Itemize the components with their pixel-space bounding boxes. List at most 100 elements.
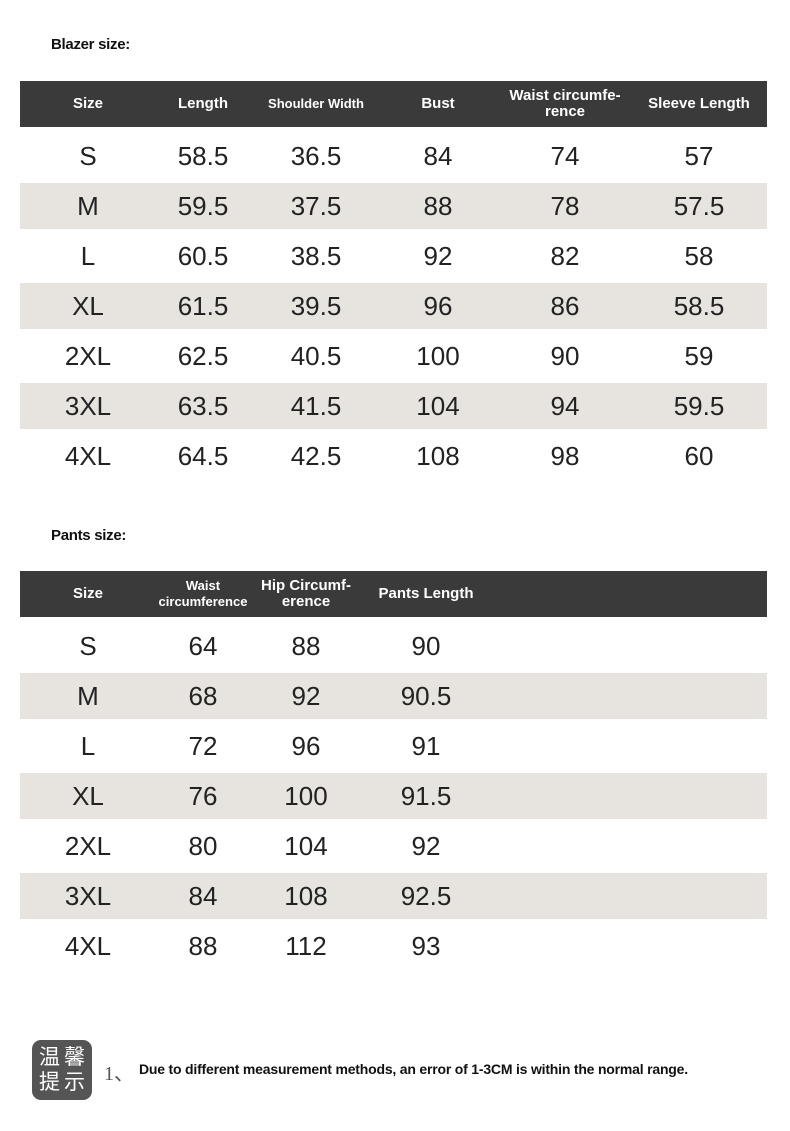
table-cell: 88 (291, 631, 321, 661)
table-cell: 4XL (64, 441, 112, 471)
table-cell: 86 (550, 291, 580, 321)
header-cell: Waist circumfe- rence (509, 87, 621, 120)
warm-tip-badge: 温 馨 提 示 (32, 1040, 92, 1100)
table-header: Size Length Shoulder Width Bust Waist circum… (20, 81, 767, 127)
table-header: Size Waist circumference Hip Circumf- eren… (20, 571, 767, 617)
table-cell: XL (72, 781, 104, 811)
table-cell: 108 (416, 441, 460, 471)
table-cell: 93 (411, 931, 441, 961)
table-cell: 63.5 (177, 391, 229, 421)
table-cell: 88 (188, 931, 218, 961)
table-cell: 88 (423, 191, 453, 221)
table-row: S 58.5 36.5 84 74 57 (20, 131, 767, 181)
table-cell: L (80, 241, 96, 271)
table-row: XL 76 100 91.5 (20, 771, 767, 821)
table-cell: 2XL (64, 341, 112, 371)
table-cell: 4XL (64, 931, 112, 961)
badge-char: 馨 (64, 1045, 85, 1069)
pants-size-table: Size Waist circumference Hip Circumf- eren… (20, 571, 767, 971)
table-cell: 57 (684, 141, 714, 171)
table-cell: 61.5 (177, 291, 229, 321)
table-cell: 60.5 (177, 241, 229, 271)
table-cell: 58.5 (673, 291, 725, 321)
table-cell: 38.5 (290, 241, 342, 271)
tip-text: Due to different measurement methods, an… (139, 1061, 688, 1077)
header-cell: Sleeve Length (648, 95, 750, 112)
table-cell: 39.5 (290, 291, 342, 321)
table-cell: 40.5 (290, 341, 342, 371)
table-cell: 91.5 (400, 781, 452, 811)
table-cell: 37.5 (290, 191, 342, 221)
table-cell: 62.5 (177, 341, 229, 371)
table-cell: 2XL (64, 831, 112, 861)
table-cell: 104 (284, 831, 328, 861)
table-cell: S (79, 141, 97, 171)
header-cell: Hip Circumf- erence (261, 577, 351, 610)
header-cell: Bust (421, 95, 455, 112)
blazer-section-title: Blazer size: (51, 36, 130, 53)
table-cell: L (80, 731, 96, 761)
table-row: XL 61.5 39.5 96 86 58.5 (20, 281, 767, 331)
table-cell: 84 (188, 881, 218, 911)
table-cell: 96 (423, 291, 453, 321)
table-cell: 94 (550, 391, 580, 421)
table-cell: 76 (188, 781, 218, 811)
table-cell: 58 (684, 241, 714, 271)
table-cell: 64 (188, 631, 218, 661)
table-cell: 57.5 (673, 191, 725, 221)
table-row: M 68 92 90.5 (20, 671, 767, 721)
table-row: 3XL 84 108 92.5 (20, 871, 767, 921)
header-cell: Waist circumference (158, 578, 248, 609)
table-row: 4XL 88 112 93 (20, 921, 767, 971)
table-cell: 41.5 (290, 391, 342, 421)
table-cell: S (79, 631, 97, 661)
table-cell: 60 (684, 441, 714, 471)
table-cell: 108 (284, 881, 328, 911)
header-cell: Size (72, 585, 104, 602)
table-cell: 64.5 (177, 441, 229, 471)
table-cell: 92 (291, 681, 321, 711)
table-row: 2XL 80 104 92 (20, 821, 767, 871)
table-cell: 98 (550, 441, 580, 471)
table-cell: 42.5 (290, 441, 342, 471)
table-cell: 74 (550, 141, 580, 171)
table-cell: 59.5 (177, 191, 229, 221)
table-cell: 112 (285, 931, 327, 961)
table-cell: 58.5 (177, 141, 229, 171)
table-row: L 60.5 38.5 92 82 58 (20, 231, 767, 281)
table-cell: 80 (188, 831, 218, 861)
table-cell: XL (72, 291, 104, 321)
table-cell: 92.5 (400, 881, 452, 911)
table-cell: M (77, 681, 99, 711)
table-cell: 91 (411, 731, 441, 761)
header-cell: Pants Length (378, 585, 474, 602)
table-cell: 96 (291, 731, 321, 761)
table-cell: M (77, 191, 99, 221)
table-cell: 92 (423, 241, 453, 271)
table-cell: 68 (188, 681, 218, 711)
table-row: S 64 88 90 (20, 621, 767, 671)
table-cell: 72 (188, 731, 218, 761)
badge-char: 提 (39, 1070, 60, 1094)
table-cell: 90 (411, 631, 441, 661)
table-cell: 90 (550, 341, 580, 371)
table-cell: 84 (423, 141, 453, 171)
table-row: L 72 96 91 (20, 721, 767, 771)
table-cell: 100 (284, 781, 328, 811)
table-cell: 78 (550, 191, 580, 221)
table-cell: 90.5 (400, 681, 452, 711)
header-cell: Length (178, 95, 228, 112)
badge-char: 温 (39, 1045, 60, 1069)
blazer-size-table: Size Length Shoulder Width Bust Waist circum… (20, 81, 767, 481)
tip-number: 1、 (104, 1063, 134, 1085)
table-cell: 3XL (64, 391, 112, 421)
table-row: M 59.5 37.5 88 78 57.5 (20, 181, 767, 231)
badge-char: 示 (64, 1070, 85, 1094)
table-row: 2XL 62.5 40.5 100 90 59 (20, 331, 767, 381)
table-cell: 59.5 (673, 391, 725, 421)
table-cell: 92 (411, 831, 441, 861)
pants-section-title: Pants size: (51, 527, 127, 544)
table-cell: 59 (684, 341, 714, 371)
header-cell: Shoulder Width (268, 96, 364, 111)
table-cell: 82 (550, 241, 580, 271)
